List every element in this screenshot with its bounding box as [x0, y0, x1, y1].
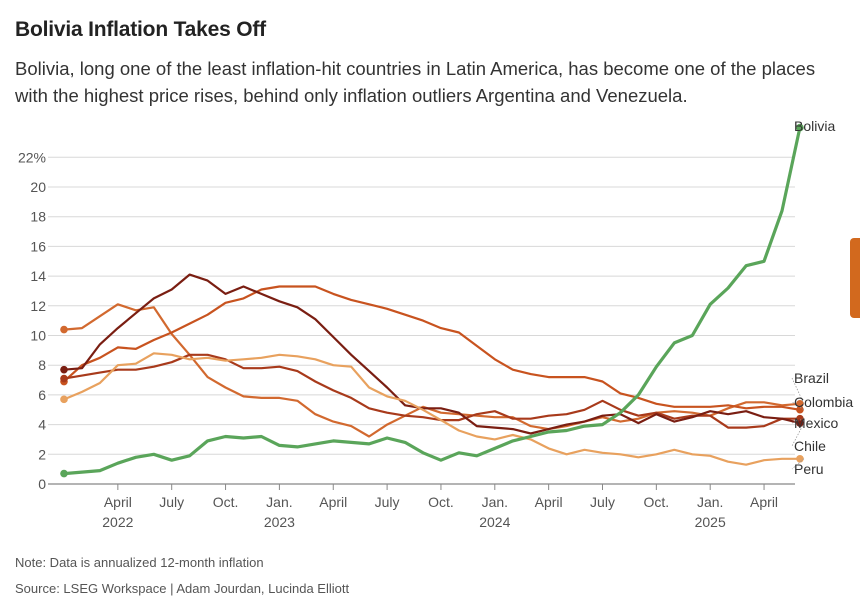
x-year-label: 2025 [695, 514, 726, 530]
x-tick-label: Oct. [213, 494, 239, 510]
x-tick-label: Oct. [644, 494, 670, 510]
y-tick-label: 18 [30, 209, 46, 225]
x-axis-labels: April 2022 July Oct. Jan. 2023 April July Oct. Ja… [102, 484, 778, 530]
series-label-brazil: Brazil [794, 370, 829, 386]
x-tick-label: Jan. [697, 494, 723, 510]
series-label-chile: Chile [794, 438, 826, 454]
y-axis-labels: 0 2 4 6 8 10 12 14 16 18 20 22% [18, 149, 46, 492]
y-tick-label: 20 [30, 179, 46, 195]
y-tick-label: 14 [30, 268, 46, 284]
series-start-dot-bolivia [60, 469, 68, 478]
x-tick-label: April [535, 494, 563, 510]
series-start-dot-peru [60, 395, 68, 404]
x-year-label: 2022 [102, 514, 133, 530]
series-label-bolivia: Bolivia [794, 118, 835, 134]
series-start-dot-chile [60, 365, 68, 374]
x-tick-label: Jan. [482, 494, 508, 510]
x-tick-label: July [159, 494, 184, 510]
label-leader-colombia [791, 401, 805, 411]
x-tick-label: April [750, 494, 778, 510]
series-label-mexico: Mexico [794, 415, 839, 431]
x-tick-label: July [375, 494, 400, 510]
series-lines [60, 123, 804, 478]
label-leader-chile [791, 422, 805, 447]
series-start-dot-brazil [60, 325, 68, 334]
side-tab-handle[interactable] [850, 238, 860, 318]
x-year-label: 2024 [479, 514, 510, 530]
y-tick-label: 0 [38, 476, 46, 492]
label-leader-peru [791, 458, 805, 470]
y-tick-label: 4 [38, 417, 46, 433]
x-year-label: 2023 [264, 514, 295, 530]
series-line-peru [62, 352, 802, 466]
y-tick-label: 8 [38, 357, 46, 373]
chart-source: Source: LSEG Workspace | Adam Jourdan, L… [15, 581, 350, 596]
y-tick-label: 12 [30, 298, 46, 314]
y-tick-label: 10 [30, 328, 46, 344]
y-tick-label: 6 [38, 387, 46, 403]
series-line-brazil [62, 303, 802, 438]
series-end-dot-bolivia [796, 123, 804, 132]
series-end-dot-peru [796, 454, 804, 463]
label-leader-lines [791, 377, 805, 470]
x-tick-label: July [590, 494, 615, 510]
y-tick-label: 16 [30, 238, 46, 254]
series-label-peru: Peru [794, 461, 824, 477]
series-start-dot-mexico [60, 374, 68, 383]
series-line-bolivia [62, 125, 802, 476]
chart-title: Bolivia Inflation Takes Off [15, 18, 266, 41]
series-line-colombia [62, 285, 802, 411]
chart-subtitle: Bolivia, long one of the least inflation… [15, 58, 816, 106]
label-leader-mexico [791, 418, 805, 424]
x-tick-label: April [104, 494, 132, 510]
chart-note: Note: Data is annualized 12-month inflat… [15, 555, 264, 570]
y-tick-label: 2 [38, 446, 46, 462]
series-line-mexico [62, 353, 802, 429]
x-tick-label: April [319, 494, 347, 510]
series-line-chile [62, 273, 802, 435]
x-tick-label: Jan. [266, 494, 292, 510]
x-tick-label: Oct. [428, 494, 454, 510]
y-tick-label: 22% [18, 149, 46, 165]
series-end-dot-colombia [796, 405, 804, 414]
series-labels: Brazil Colombia Mexico Chile Peru Bolivia [794, 118, 853, 477]
series-label-colombia: Colombia [794, 394, 853, 410]
